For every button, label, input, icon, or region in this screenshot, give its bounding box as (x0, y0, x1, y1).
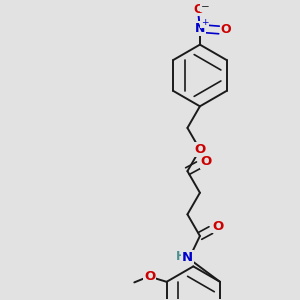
Text: O: O (193, 3, 204, 16)
Text: O: O (194, 143, 206, 156)
Text: N: N (195, 22, 205, 35)
Text: −: − (200, 2, 209, 12)
Text: O: O (220, 23, 231, 37)
Text: H: H (176, 250, 186, 263)
Text: +: + (201, 18, 208, 27)
Text: N: N (182, 251, 193, 264)
Text: O: O (200, 155, 211, 168)
Text: O: O (213, 220, 224, 233)
Text: O: O (144, 270, 155, 283)
